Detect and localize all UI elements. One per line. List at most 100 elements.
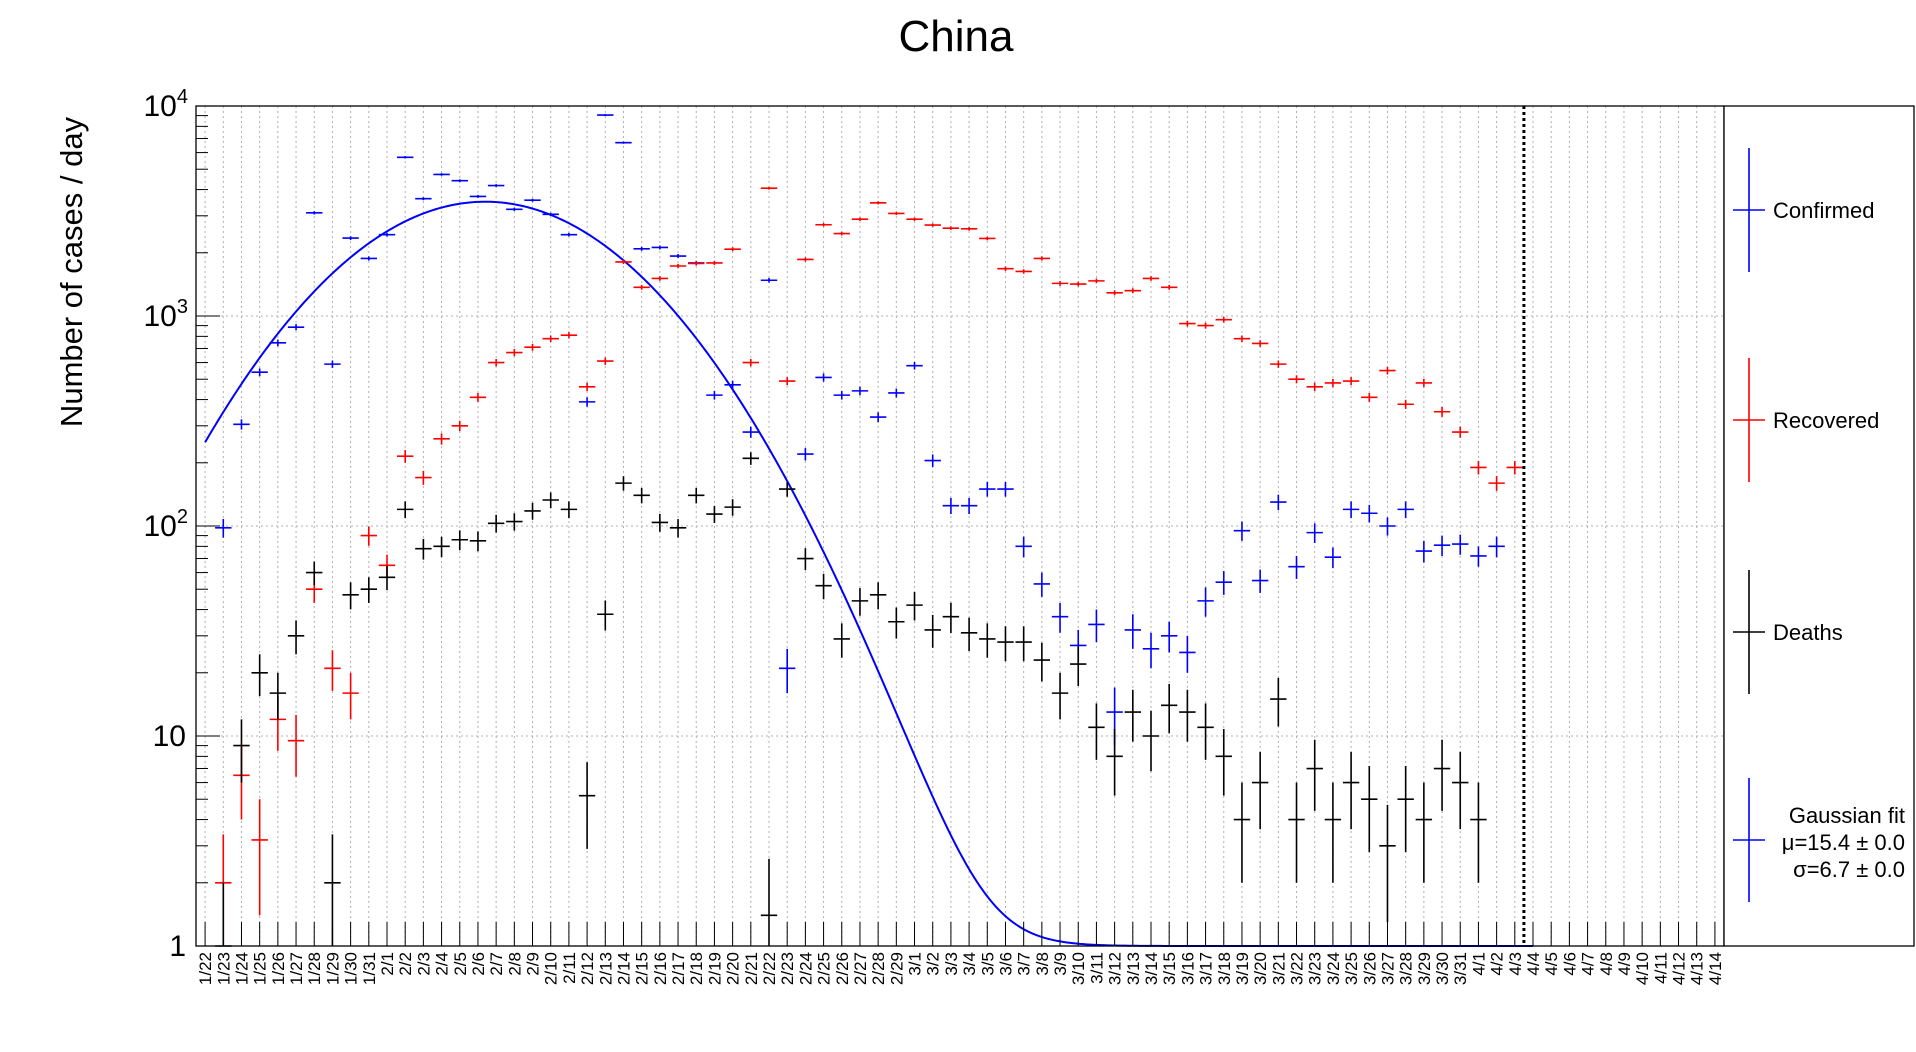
data-point	[1142, 710, 1160, 772]
data-point	[1233, 521, 1251, 541]
x-tick-label: 3/28	[1397, 952, 1416, 985]
x-tick-label: 3/18	[1215, 952, 1234, 985]
data-point	[433, 536, 450, 558]
x-tick-label: 3/3	[942, 952, 961, 976]
x-tick-label: 2/13	[596, 952, 615, 985]
legend-label: Recovered	[1773, 408, 1879, 433]
data-point	[1197, 587, 1214, 617]
data-point	[1433, 406, 1451, 417]
data-point	[306, 211, 323, 215]
y-tick-label: 1	[169, 930, 186, 963]
data-point	[578, 397, 596, 407]
data-point	[1033, 256, 1051, 261]
x-tick-label: 2/9	[524, 952, 543, 976]
data-point	[1470, 782, 1487, 883]
x-tick-label: 3/20	[1251, 952, 1270, 985]
data-point	[1415, 782, 1433, 883]
data-point	[324, 360, 341, 368]
legend-entry-deaths: Deaths	[1733, 570, 1843, 694]
data-point	[997, 266, 1014, 271]
data-point	[1270, 360, 1287, 368]
x-tick-label: 3/12	[1106, 952, 1125, 985]
data-point	[1470, 546, 1487, 567]
x-tick-label: 2/28	[869, 952, 888, 985]
x-tick-label: 2/10	[542, 952, 561, 985]
data-point	[1088, 609, 1105, 643]
data-point	[560, 232, 578, 237]
data-point	[269, 339, 287, 347]
data-point	[1361, 765, 1378, 853]
x-tick-label: 4/9	[1615, 952, 1634, 976]
data-point	[251, 654, 268, 697]
data-point	[633, 284, 650, 290]
data-point	[1197, 703, 1214, 760]
data-point	[397, 450, 414, 463]
data-point	[615, 259, 632, 265]
data-point	[542, 492, 559, 509]
data-point	[1233, 335, 1251, 342]
x-tick-label: 1/26	[269, 952, 288, 985]
data-point	[415, 197, 432, 201]
x-tick-label: 2/6	[469, 952, 488, 976]
data-point	[397, 156, 414, 159]
x-tick-label: 3/2	[924, 952, 943, 976]
data-point	[651, 276, 669, 281]
x-tick-label: 3/17	[1197, 952, 1216, 985]
x-tick-label: 1/30	[342, 952, 361, 985]
x-tick-label: 1/31	[360, 952, 379, 985]
data-point	[1070, 646, 1087, 687]
x-tick-label: 2/14	[614, 952, 633, 985]
x-tick-label: 3/5	[978, 952, 997, 976]
data-point	[960, 497, 978, 515]
data-point	[833, 623, 850, 658]
x-tick-label: 1/22	[196, 952, 215, 985]
data-point	[487, 184, 505, 187]
x-tick-label: 3/9	[1051, 952, 1070, 976]
data-point	[997, 482, 1014, 497]
x-tick-label: 4/7	[1579, 952, 1598, 976]
data-point	[906, 361, 923, 370]
data-point	[542, 212, 559, 216]
legend-label: Confirmed	[1773, 198, 1874, 223]
data-point	[1088, 278, 1105, 284]
fit-layer	[204, 200, 1533, 947]
data-point	[342, 236, 359, 240]
data-point	[1324, 378, 1342, 388]
data-point	[979, 623, 996, 658]
data-point	[1270, 494, 1287, 511]
x-tick-label: 2/5	[451, 952, 470, 976]
data-point	[1124, 288, 1141, 294]
data-point	[1488, 536, 1505, 558]
data-point	[615, 476, 632, 491]
x-tick-label: 2/23	[778, 952, 797, 985]
data-point	[760, 277, 778, 283]
data-point	[669, 253, 687, 259]
data-point	[469, 392, 487, 402]
data-point	[797, 548, 814, 571]
x-tick-label: 3/11	[1087, 952, 1106, 984]
x-tick-label: 2/4	[433, 952, 452, 976]
data-point	[378, 565, 396, 591]
data-point	[233, 419, 250, 430]
data-point	[1397, 765, 1414, 853]
data-point	[651, 245, 669, 250]
x-tick-label: 3/14	[1142, 952, 1161, 985]
data-point	[1179, 635, 1196, 673]
data-point	[1415, 540, 1433, 563]
data-point	[1342, 501, 1360, 519]
legend-entry-confirmed: Confirmed	[1733, 148, 1874, 272]
data-point	[324, 650, 341, 691]
x-tick-label: 3/10	[1069, 952, 1088, 985]
data-point	[979, 482, 996, 497]
data-point	[797, 257, 814, 262]
data-point	[888, 388, 905, 398]
data-point	[306, 561, 323, 586]
data-point	[1251, 751, 1269, 830]
data-point	[578, 762, 596, 849]
x-tick-label: 4/8	[1597, 952, 1616, 976]
data-point	[1070, 281, 1087, 287]
data-point	[851, 588, 869, 616]
gaussian-fit-curve	[204, 200, 1533, 947]
